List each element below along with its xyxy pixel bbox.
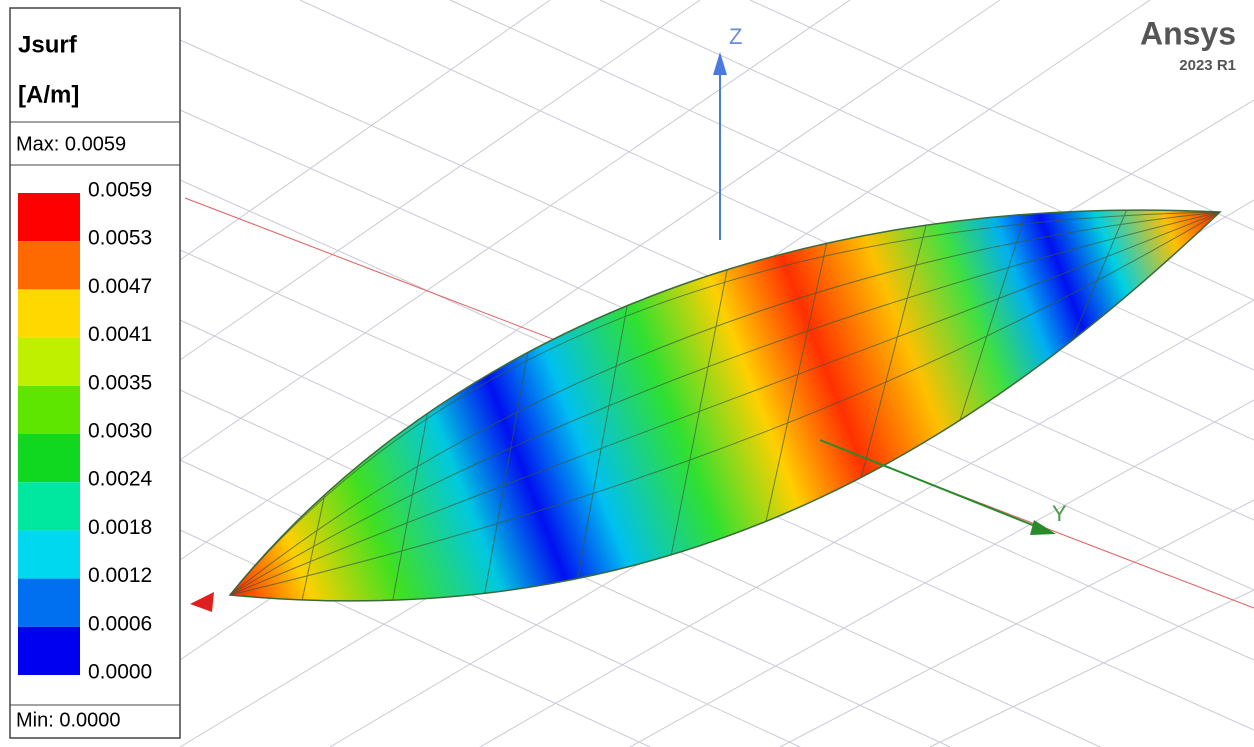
scale-label: 0.0047 [88, 275, 152, 298]
color-swatch [18, 241, 80, 290]
scale-label: 0.0030 [88, 420, 152, 443]
scale-label: 0.0006 [88, 612, 152, 635]
color-swatch [18, 289, 80, 338]
brand-name: Ansys [1140, 15, 1236, 51]
scale-label: 0.0000 [88, 661, 152, 684]
color-swatch [18, 626, 80, 675]
scale-label: 0.0041 [88, 323, 152, 346]
legend: Jsurf [A/m] Max: 0.0059 Min: 0.0000 0.00… [9, 7, 181, 739]
brand-version: 2023 R1 [1179, 57, 1236, 74]
color-swatch [18, 578, 80, 627]
color-swatch [18, 530, 80, 579]
color-swatch [18, 193, 80, 242]
legend-unit: [A/m] [18, 81, 79, 108]
y-label: Y [1052, 501, 1067, 526]
color-swatch [18, 337, 80, 386]
y-axis [819, 439, 1041, 529]
legend-max: Max: 0.0059 [16, 133, 126, 155]
scale-label: 0.0024 [88, 468, 153, 491]
x-arrow [190, 592, 214, 612]
scale-label: 0.0018 [88, 516, 152, 539]
legend-quantity: Jsurf [18, 31, 78, 58]
legend-min: Min: 0.0000 [16, 709, 121, 731]
scale-label: 0.0012 [88, 564, 152, 587]
color-swatch [18, 385, 80, 434]
y-arrow [1030, 520, 1056, 535]
color-swatch [18, 434, 80, 483]
color-swatch [18, 482, 80, 531]
z-arrow [713, 52, 727, 75]
scale-label: 0.0059 [88, 179, 152, 202]
scale-label: 0.0053 [88, 227, 152, 250]
scale-label: 0.0035 [88, 371, 152, 394]
z-label: Z [729, 24, 742, 49]
